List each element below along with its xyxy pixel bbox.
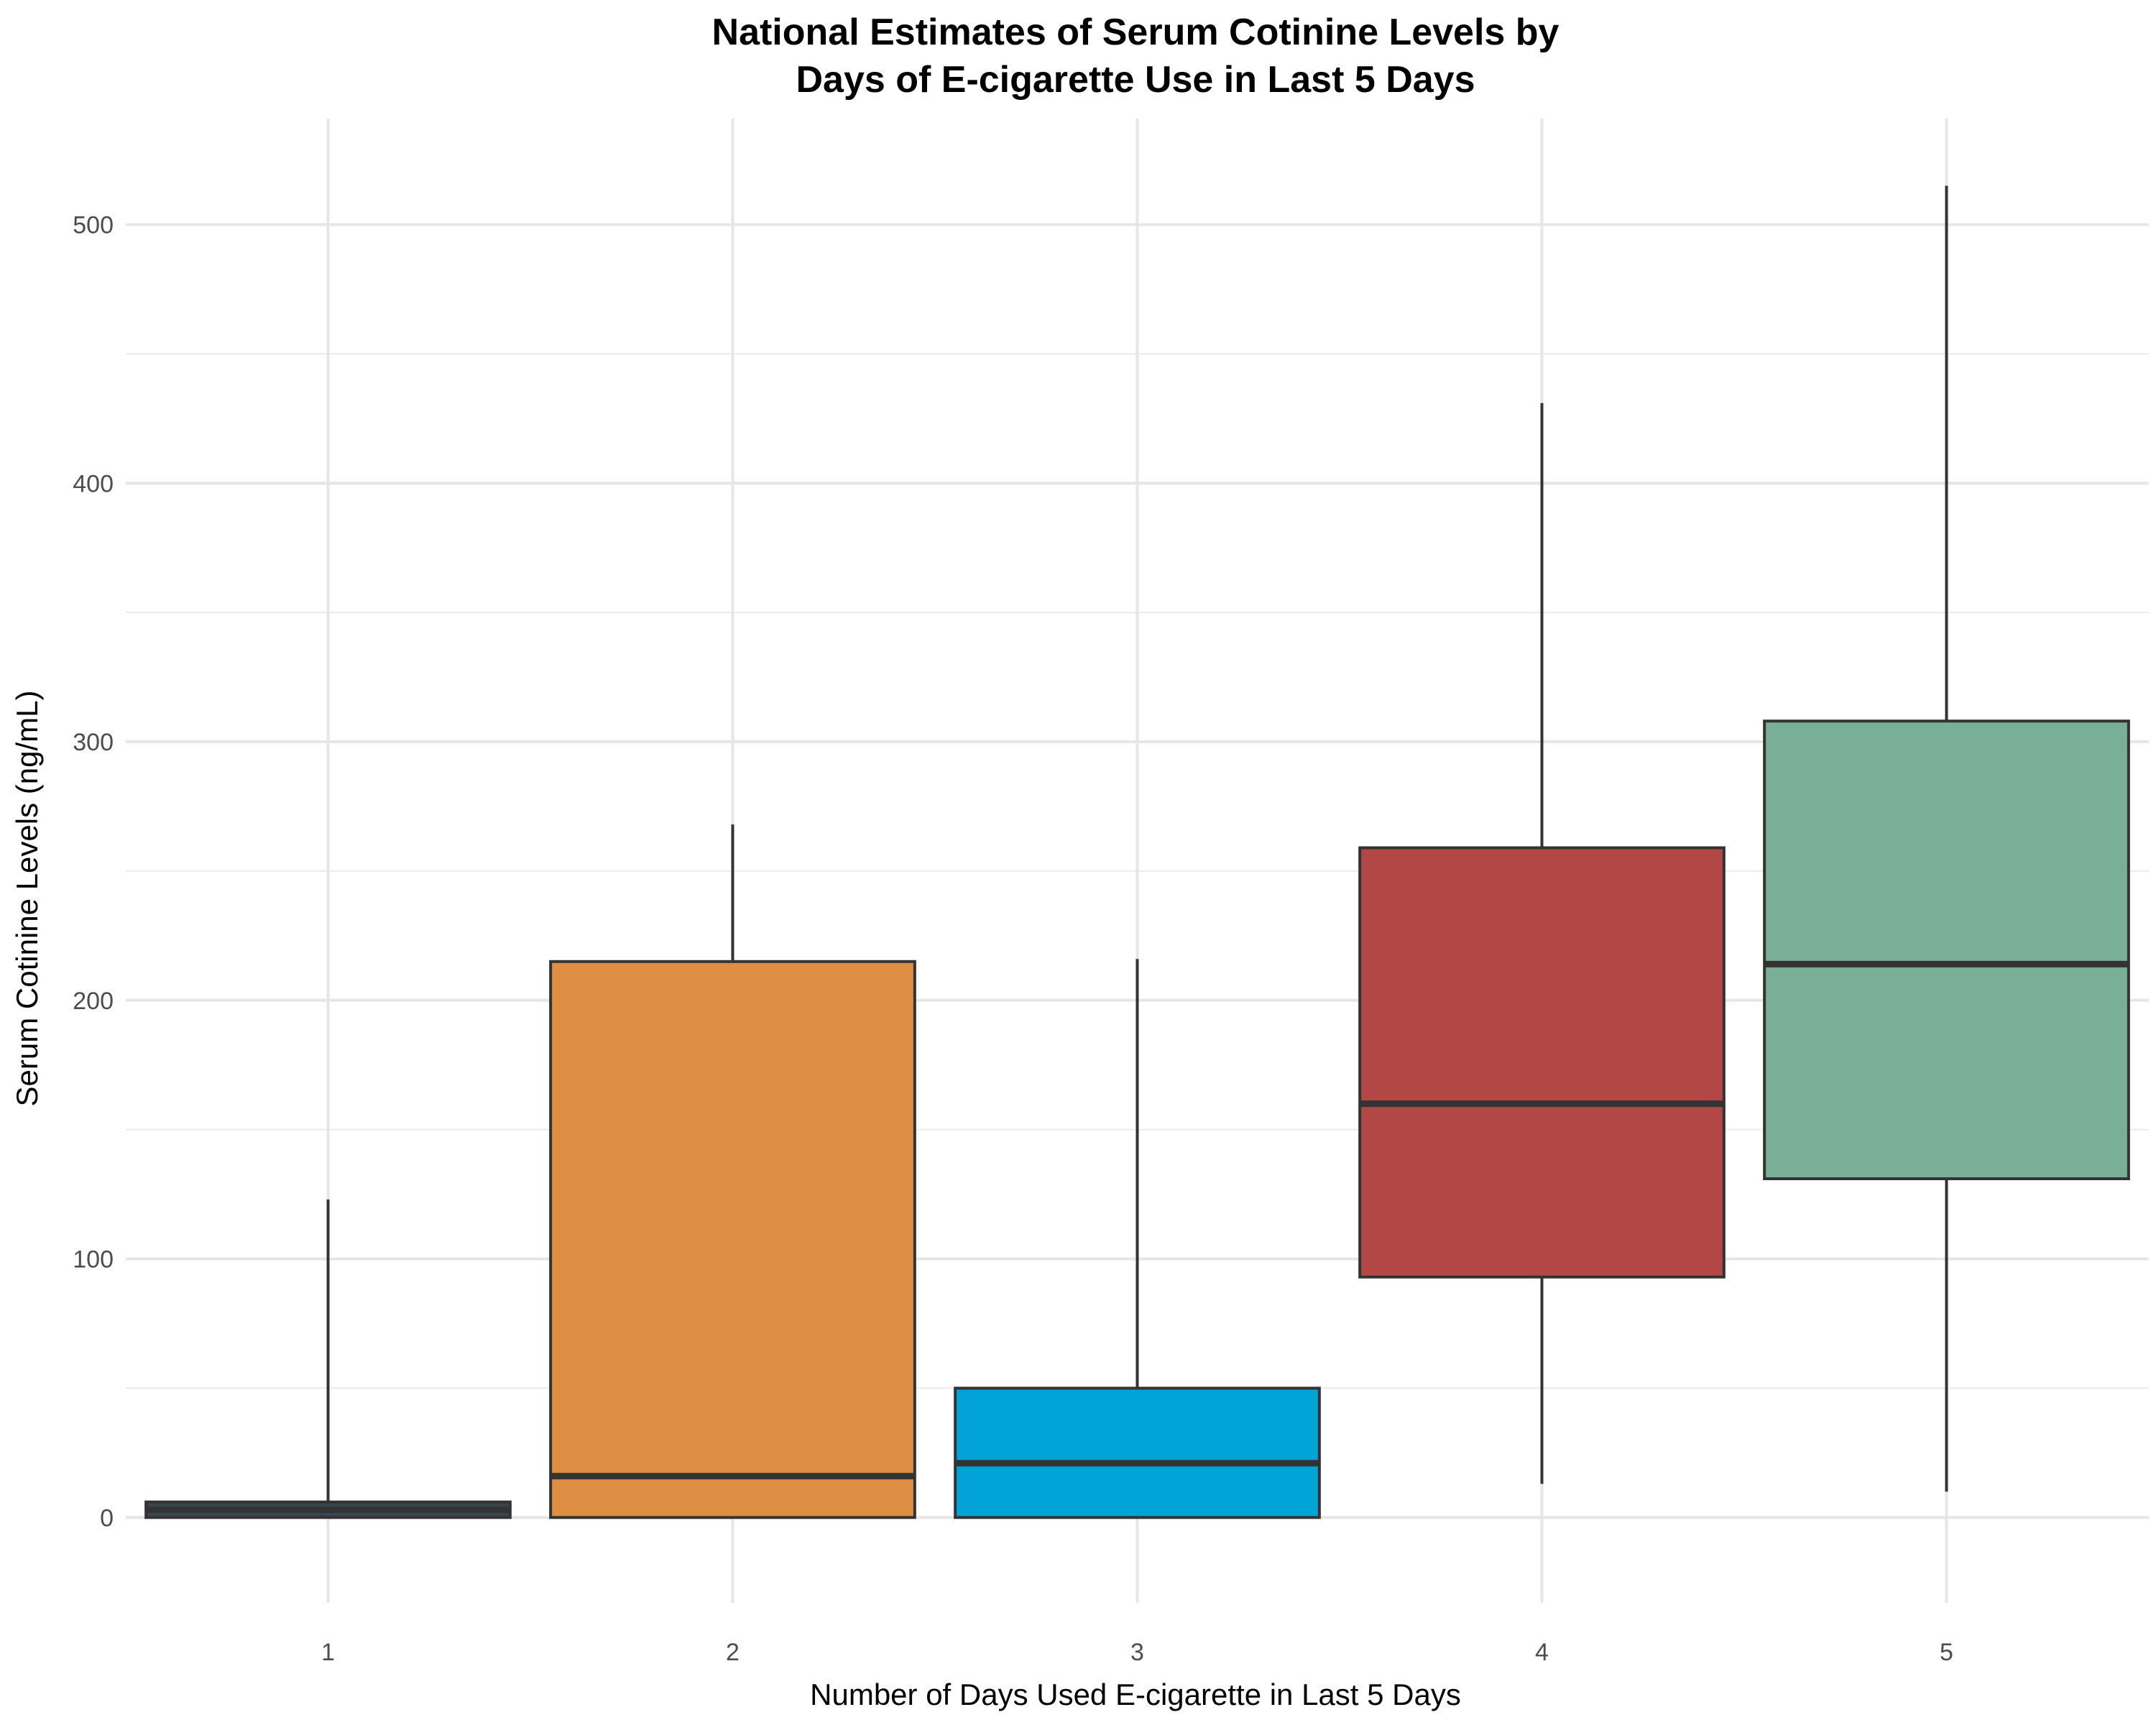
box-group-2 (549, 824, 916, 1519)
y-tick-label: 500 (73, 212, 114, 239)
box-group-5 (1763, 185, 2130, 1492)
box (1358, 846, 1726, 1279)
x-tick-label: 1 (321, 1639, 335, 1666)
x-tick-label: 4 (1535, 1639, 1549, 1666)
x-tick-label: 3 (1130, 1639, 1144, 1666)
y-tick-label: 200 (73, 988, 114, 1015)
y-tick-label: 400 (73, 470, 114, 497)
y-axis-title: Serum Cotinine Levels (ng/mL) (10, 691, 44, 1107)
chart-title-line-1: National Estimates of Serum Cotinine Lev… (712, 12, 1560, 53)
tick-labels: 0 100 200 300 400 500 1 2 3 4 5 (73, 212, 1953, 1667)
box-group-3 (954, 959, 1321, 1519)
chart-title-line-2: Days of E-cigarette Use in Last 5 Days (796, 59, 1475, 101)
x-axis-title: Number of Days Used E-cigarette in Last … (810, 1678, 1461, 1711)
y-tick-label: 300 (73, 729, 114, 756)
box (954, 1386, 1321, 1519)
box-group-4 (1358, 402, 1726, 1484)
boxes (144, 185, 2130, 1519)
box (1763, 719, 2130, 1180)
x-tick-label: 5 (1940, 1639, 1953, 1666)
box-group-1 (144, 1199, 512, 1519)
y-tick-label: 0 (100, 1504, 114, 1532)
y-tick-label: 100 (73, 1246, 114, 1274)
x-tick-label: 2 (726, 1639, 740, 1666)
box (549, 960, 916, 1519)
